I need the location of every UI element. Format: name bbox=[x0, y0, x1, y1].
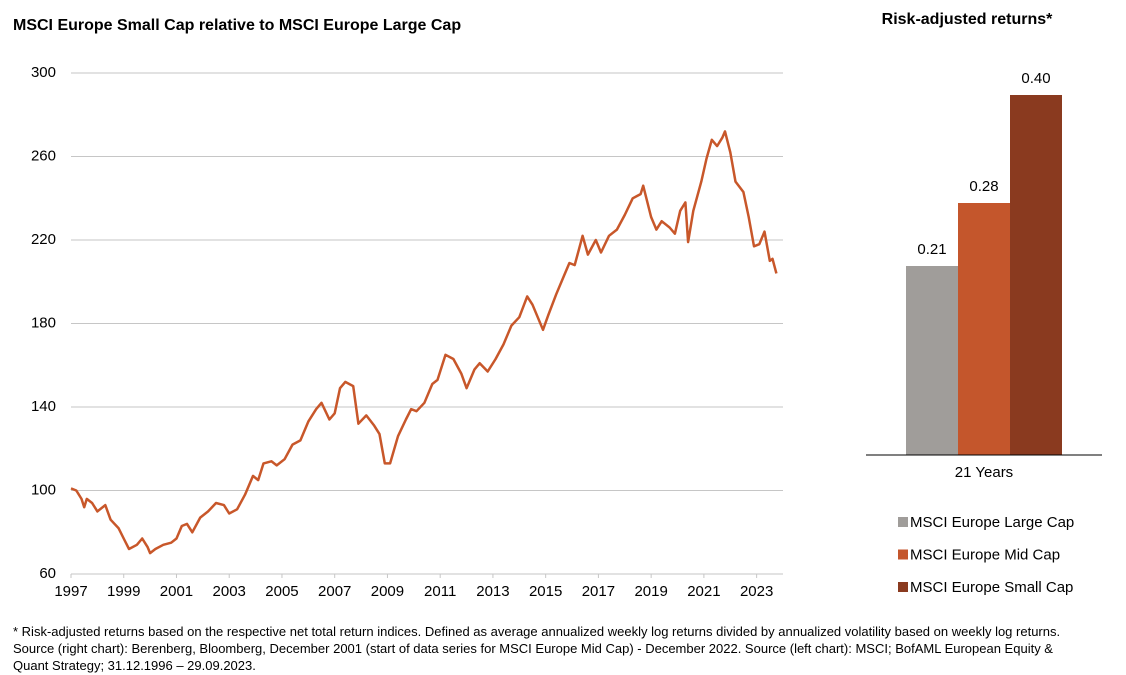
x-tick-label: 1997 bbox=[54, 583, 87, 600]
chart-title: MSCI Europe Small Cap relative to MSCI E… bbox=[13, 17, 461, 34]
x-tick-label: 2003 bbox=[213, 583, 246, 600]
legend-swatch bbox=[898, 582, 908, 592]
y-tick-label: 220 bbox=[31, 231, 56, 248]
y-tick-label: 300 bbox=[31, 64, 56, 81]
x-tick-label: 2017 bbox=[582, 583, 615, 600]
x-tick-label: 2023 bbox=[740, 583, 773, 600]
y-tick-label: 140 bbox=[31, 398, 56, 415]
legend-swatch bbox=[898, 517, 908, 527]
legend-swatch bbox=[898, 549, 908, 560]
footnote: * Risk-adjusted returns based on the res… bbox=[13, 624, 1061, 673]
chart-title: Risk-adjusted returns* bbox=[882, 11, 1053, 28]
x-tick-label: 2009 bbox=[371, 583, 404, 600]
bar bbox=[958, 203, 1010, 455]
x-tick-label: 2019 bbox=[634, 583, 667, 600]
y-tick-label: 60 bbox=[39, 565, 56, 582]
x-tick-label: 2001 bbox=[160, 583, 193, 600]
bar bbox=[906, 266, 958, 455]
legend-label: MSCI Europe Large Cap bbox=[910, 514, 1074, 531]
legend-label: MSCI Europe Mid Cap bbox=[910, 546, 1060, 563]
data-label: 0.28 bbox=[969, 178, 998, 195]
y-tick-label: 180 bbox=[31, 314, 56, 331]
x-tick-label: 2021 bbox=[687, 583, 720, 600]
x-tick-label: 2015 bbox=[529, 583, 562, 600]
x-tick-label: 21 Years bbox=[955, 464, 1013, 481]
bar bbox=[1010, 95, 1062, 455]
x-tick-label: 1999 bbox=[107, 583, 140, 600]
x-tick-label: 2011 bbox=[424, 583, 456, 600]
data-label: 0.21 bbox=[917, 241, 946, 258]
y-tick-label: 100 bbox=[31, 481, 56, 498]
x-tick-label: 2007 bbox=[318, 583, 351, 600]
data-label: 0.40 bbox=[1021, 70, 1050, 87]
chart: MSCI Europe Small Cap relative to MSCI E… bbox=[13, 11, 1102, 600]
legend-label: MSCI Europe Small Cap bbox=[910, 579, 1073, 596]
y-tick-label: 260 bbox=[31, 147, 56, 164]
x-tick-label: 2005 bbox=[265, 583, 298, 600]
line-series bbox=[70, 130, 778, 555]
x-tick-label: 2013 bbox=[476, 583, 509, 600]
